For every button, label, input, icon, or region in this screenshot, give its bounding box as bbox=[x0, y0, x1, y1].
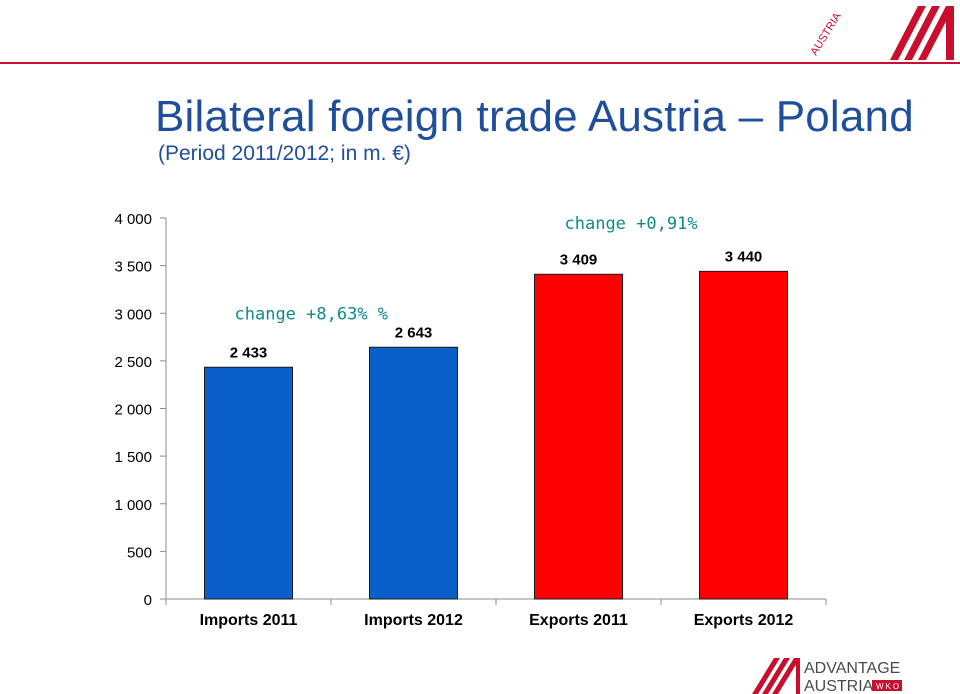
change-annotation: change +8,63% % bbox=[235, 304, 389, 324]
advantage-logo-line1: ADVANTAGE bbox=[804, 660, 900, 677]
y-tick-label: 500 bbox=[127, 544, 152, 561]
y-tick-label: 1 000 bbox=[114, 497, 152, 514]
bar-exports-2012 bbox=[699, 270, 788, 600]
x-tick-label: Imports 2011 bbox=[200, 612, 298, 629]
bar-imports-2012 bbox=[369, 346, 458, 600]
y-tick-label: 3 000 bbox=[114, 306, 152, 323]
y-tick-label: 2 500 bbox=[114, 354, 152, 371]
data-label: 3 440 bbox=[725, 248, 763, 265]
y-tick-label: 1 500 bbox=[114, 449, 152, 466]
y-tick-label: 4 000 bbox=[114, 211, 152, 228]
top-red-rule bbox=[0, 62, 960, 64]
wko-badge-text: WKO bbox=[876, 682, 901, 691]
austria-logo-text: AUSTRIA bbox=[808, 10, 844, 57]
bar-chart: 0 500 1 000 1 500 2 000 2 500 3 000 3 500 4 000 2… bbox=[114, 211, 827, 629]
y-tick-label: 2 000 bbox=[114, 402, 152, 419]
x-tick-label: Imports 2012 bbox=[364, 612, 463, 629]
austria-logo-icon: AUSTRIA bbox=[808, 6, 954, 60]
change-annotation: change +0,91% bbox=[565, 214, 698, 234]
x-tick-label: Exports 2011 bbox=[529, 612, 628, 629]
data-label: 2 433 bbox=[230, 344, 268, 361]
page-subtitle: (Period 2011/2012; in m. €) bbox=[158, 142, 411, 165]
data-label: 2 643 bbox=[395, 324, 433, 341]
y-tick-label: 3 500 bbox=[114, 259, 152, 276]
y-tick-label: 0 bbox=[144, 592, 152, 609]
page-title: Bilateral foreign trade Austria – Poland bbox=[155, 92, 914, 141]
advantage-austria-logo-icon: ADVANTAGE AUSTRIA WKO bbox=[752, 658, 902, 694]
data-label: 3 409 bbox=[560, 251, 598, 268]
bar-exports-2011 bbox=[534, 273, 623, 600]
advantage-logo-line2: AUSTRIA bbox=[804, 678, 874, 694]
bar-imports-2011 bbox=[204, 366, 293, 600]
x-tick-label: Exports 2012 bbox=[694, 612, 794, 629]
